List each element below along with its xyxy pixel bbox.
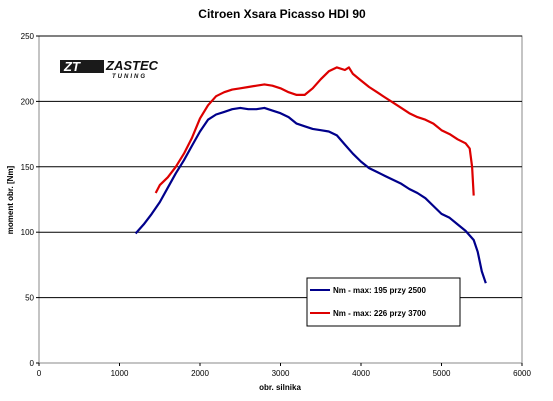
series-layer [134,66,487,284]
y-tick-label: 0 [30,359,35,368]
x-tick-label: 3000 [272,369,290,378]
legend-box [306,277,461,327]
logo-brand: ZASTEC [105,58,159,73]
y-tick-label: 150 [21,163,35,172]
y-axis-label: moment obr. [Nm] [6,165,15,234]
y-tick-label: 200 [21,97,35,106]
y-tick-label: 250 [21,32,35,41]
legend: Nm - max: 195 przy 2500 Nm - max: 226 pr… [306,277,461,327]
series-line-1 [154,66,475,196]
x-axis-ticks: 0 1000 2000 3000 4000 5000 6000 [37,363,531,378]
x-tick-label: 4000 [352,369,370,378]
y-tick-label: 50 [25,294,34,303]
logo-zt-mark [60,60,104,73]
series-line-0 [134,106,487,284]
logo-sub: TUNING [112,74,147,80]
y-tick-label: 100 [21,228,35,237]
logo-zt-text: ZT [63,59,81,74]
x-tick-label: 1000 [111,369,129,378]
legend-label-blue: Nm - max: 195 przy 2500 [333,286,426,295]
x-tick-label: 5000 [433,369,451,378]
zastec-logo: ZT ZASTEC TUNING [60,58,159,80]
x-axis-label: obr. silnika [259,383,301,392]
x-tick-label: 0 [37,369,42,378]
x-tick-label: 6000 [513,369,531,378]
chart-title: Citroen Xsara Picasso HDI 90 [198,7,366,21]
y-axis-ticks: 0 50 100 150 200 250 [21,32,39,368]
x-tick-label: 2000 [191,369,209,378]
legend-label-red: Nm - max: 226 przy 3700 [333,309,426,318]
